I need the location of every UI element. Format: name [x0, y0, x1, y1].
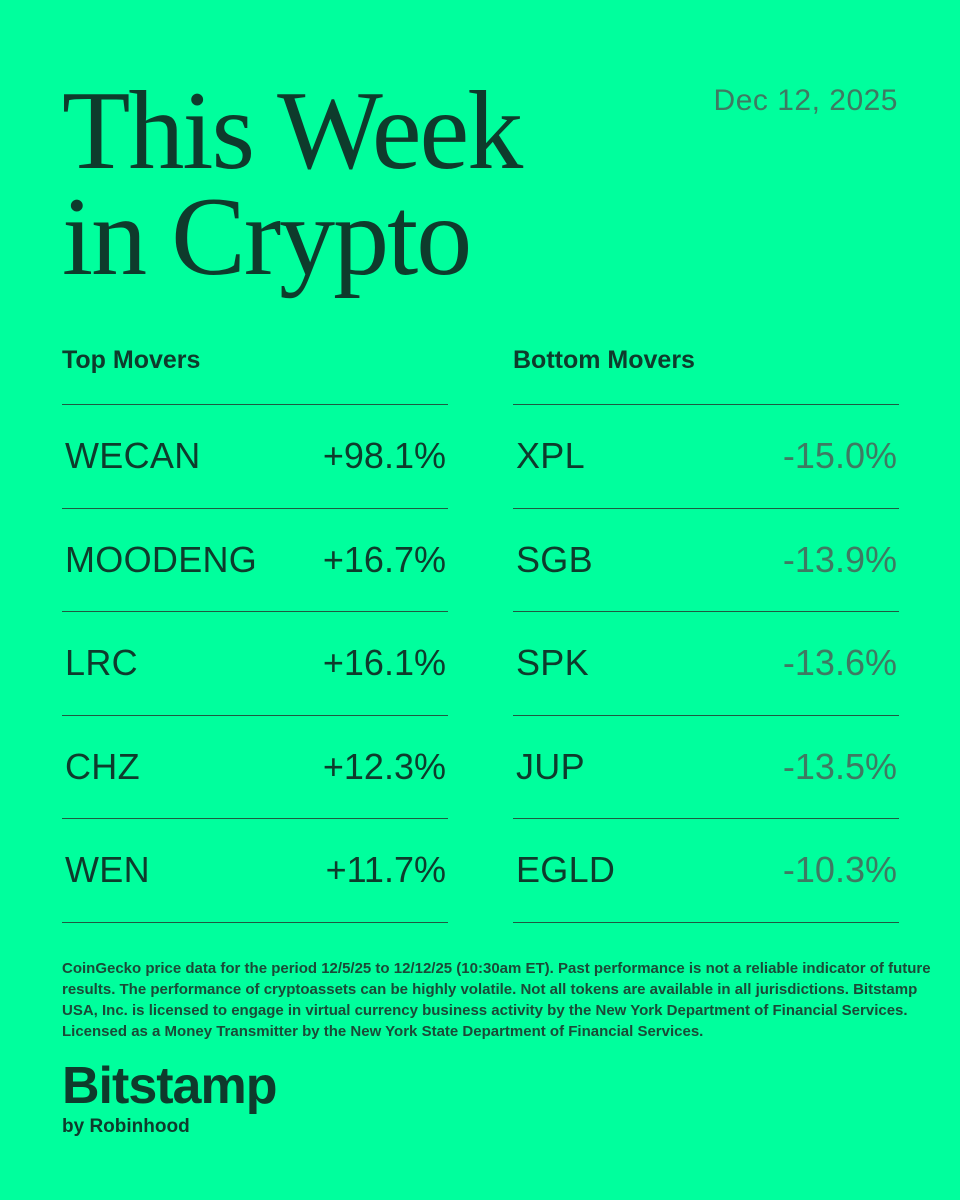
- bottom-movers-section: Bottom Movers XPL -15.0% SGB -13.9% SPK …: [513, 340, 899, 923]
- ticker: XPL: [516, 435, 585, 477]
- top-mover-row: LRC +16.1%: [62, 612, 448, 716]
- brand-wordmark: Bitstamp: [62, 1057, 277, 1115]
- bitstamp-logo: Bitstamp by Robinhood: [62, 1057, 277, 1138]
- top-movers-heading: Top Movers: [62, 346, 201, 374]
- bottom-mover-row: SPK -13.6%: [513, 612, 899, 716]
- brand-subtitle: by Robinhood: [62, 1116, 190, 1137]
- bottom-mover-row: SGB -13.9%: [513, 509, 899, 612]
- bottom-movers-list: XPL -15.0% SGB -13.9% SPK -13.6% JUP -13…: [513, 404, 899, 923]
- title-line-1: This Week: [62, 69, 523, 193]
- percent-change: +16.7%: [322, 538, 446, 580]
- percent-change: -10.3%: [782, 849, 897, 891]
- percent-change: -13.5%: [782, 745, 897, 787]
- top-movers-section: Top Movers WECAN +98.1% MOODENG +16.7% L…: [62, 340, 448, 923]
- disclaimer-text: CoinGecko price data for the period 12/5…: [62, 960, 931, 1040]
- top-movers-list: WECAN +98.1% MOODENG +16.7% LRC +16.1% C…: [62, 404, 448, 923]
- top-mover-row: WECAN +98.1%: [62, 405, 448, 509]
- percent-change: -15.0%: [782, 435, 897, 477]
- percent-change: +16.1%: [322, 642, 446, 684]
- bottom-mover-row: XPL -15.0%: [513, 405, 899, 509]
- percent-change: -13.9%: [782, 538, 897, 580]
- ticker: JUP: [516, 745, 585, 787]
- bottom-mover-row: EGLD -10.3%: [513, 819, 899, 923]
- top-mover-row: CHZ +12.3%: [62, 716, 448, 819]
- percent-change: -13.6%: [782, 642, 897, 684]
- ticker: MOODENG: [65, 538, 258, 580]
- top-mover-row: MOODENG +16.7%: [62, 509, 448, 612]
- page-title: This Week in Crypto: [62, 69, 523, 299]
- ticker: EGLD: [516, 849, 616, 891]
- ticker: LRC: [65, 642, 138, 684]
- percent-change: +11.7%: [325, 849, 446, 891]
- title-line-2: in Crypto: [62, 175, 472, 299]
- top-mover-row: WEN +11.7%: [62, 819, 448, 923]
- ticker: SGB: [516, 538, 593, 580]
- ticker: WECAN: [65, 435, 201, 477]
- date-label: Dec 12, 2025: [713, 84, 898, 117]
- ticker: CHZ: [65, 745, 140, 787]
- bottom-mover-row: JUP -13.5%: [513, 716, 899, 819]
- percent-change: +12.3%: [322, 745, 446, 787]
- ticker: WEN: [65, 849, 150, 891]
- percent-change: +98.1%: [322, 435, 446, 477]
- ticker: SPK: [516, 642, 589, 684]
- bottom-movers-heading: Bottom Movers: [513, 346, 695, 374]
